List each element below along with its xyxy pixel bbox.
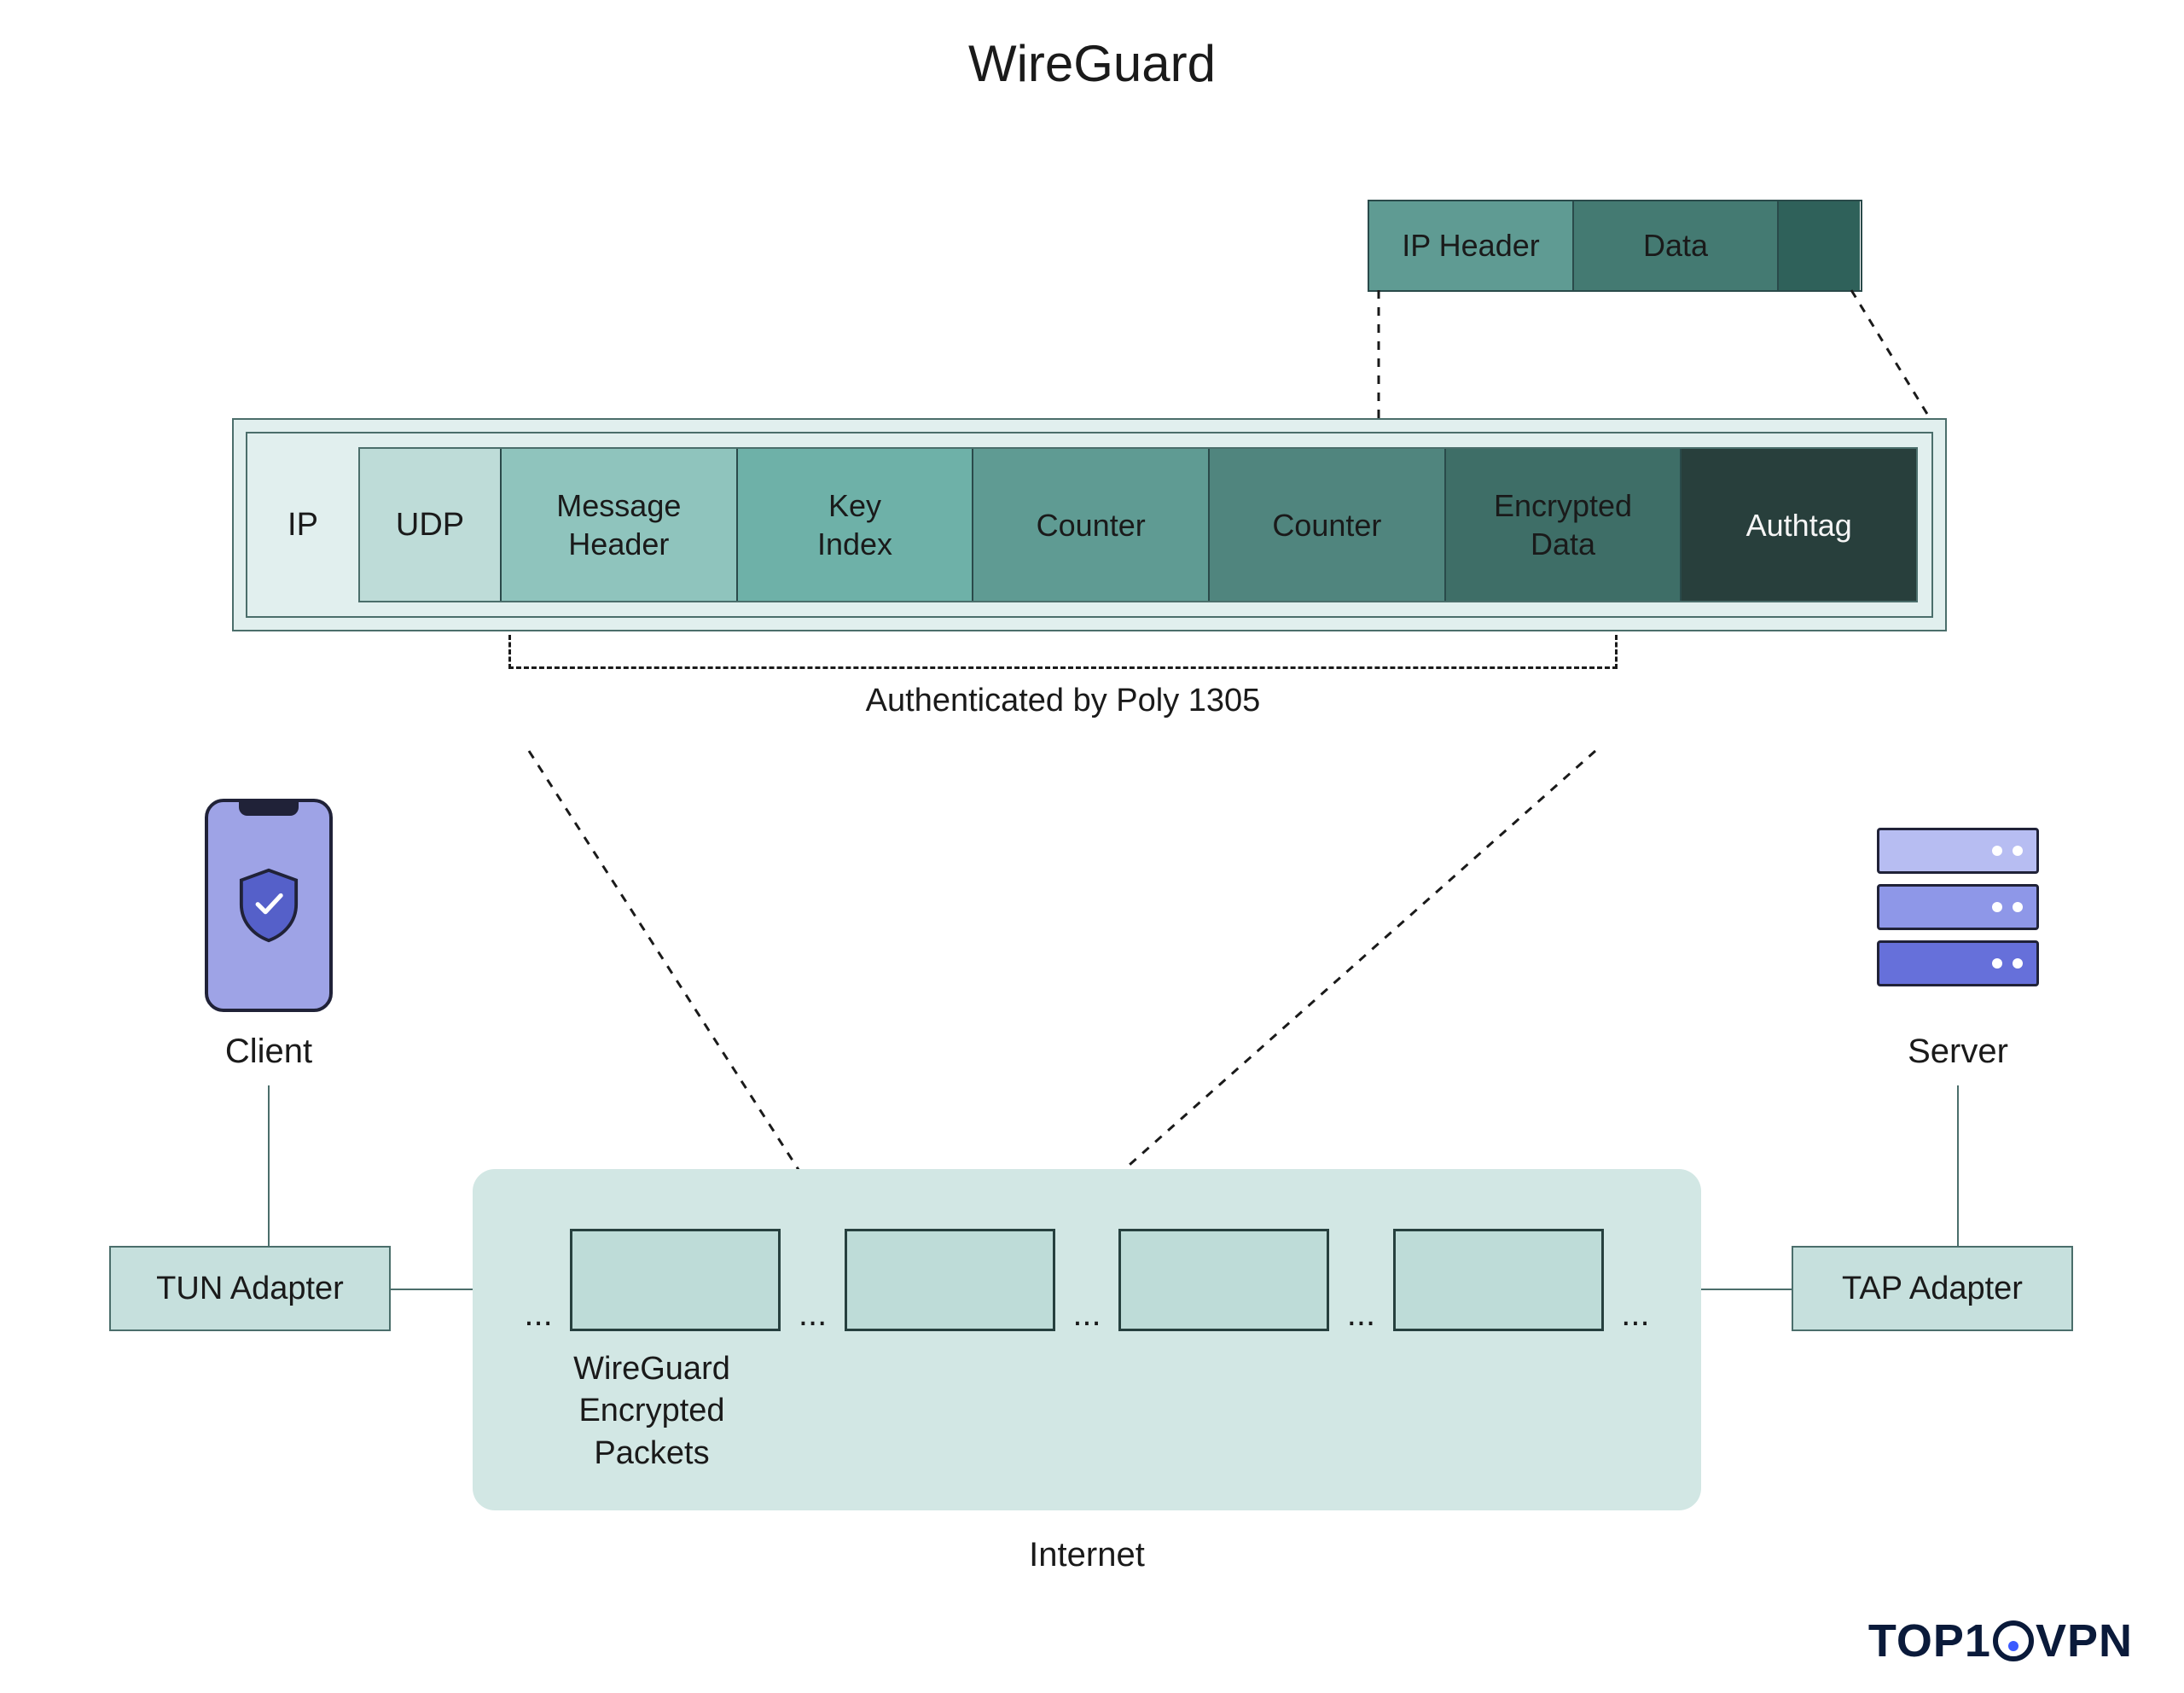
watermark-post: VPN bbox=[2036, 1614, 2133, 1667]
encrypted-packets-row: ............... bbox=[507, 1229, 1667, 1331]
encrypted-packet bbox=[1393, 1229, 1604, 1331]
client-vline bbox=[268, 1085, 270, 1246]
encrypted-packet bbox=[845, 1229, 1055, 1331]
encrypted-packets-caption: WireGuardEncryptedPackets bbox=[541, 1348, 763, 1475]
udp-wrap: UDP MessageHeaderKeyIndexCounterCounterE… bbox=[358, 447, 1918, 602]
ellipsis: ... bbox=[507, 1297, 570, 1331]
phone-notch bbox=[239, 802, 299, 816]
auth-label: Authenticated by Poly 1305 bbox=[508, 683, 1618, 719]
original-packet-cell bbox=[1779, 201, 1860, 290]
server-vline bbox=[1957, 1085, 1959, 1246]
ellipsis: ... bbox=[1055, 1297, 1118, 1331]
client-label: Client bbox=[154, 1033, 384, 1071]
tap-adapter: TAP Adapter bbox=[1792, 1246, 2073, 1331]
packet-fields: MessageHeaderKeyIndexCounterCounterEncry… bbox=[500, 449, 1916, 601]
watermark-o-icon bbox=[1993, 1620, 2034, 1661]
ellipsis: ... bbox=[781, 1297, 844, 1331]
packet-field: Counter bbox=[1208, 449, 1444, 601]
packet-field: MessageHeader bbox=[500, 449, 736, 601]
server-rack bbox=[1877, 828, 2039, 874]
internet-box: ............... WireGuardEncryptedPacket… bbox=[473, 1169, 1701, 1510]
encrypted-packet bbox=[1118, 1229, 1329, 1331]
server-icon bbox=[1877, 828, 2039, 997]
original-packet-cell: IP Header bbox=[1369, 201, 1574, 290]
wire-packet-outer: IP UDP MessageHeaderKeyIndexCounterCount… bbox=[232, 418, 1947, 631]
encrypted-packet bbox=[570, 1229, 781, 1331]
ellipsis: ... bbox=[1329, 1297, 1392, 1331]
diagram-canvas: WireGuard IP HeaderData IP UDP MessageHe… bbox=[0, 0, 2184, 1693]
server-label: Server bbox=[1843, 1033, 2073, 1071]
tun-internet-line bbox=[391, 1289, 473, 1290]
internet-label: Internet bbox=[473, 1536, 1701, 1574]
ip-cell: IP bbox=[247, 433, 358, 616]
server-rack bbox=[1877, 884, 2039, 930]
tap-internet-line bbox=[1701, 1289, 1792, 1290]
packet-field: KeyIndex bbox=[736, 449, 973, 601]
shield-icon bbox=[235, 867, 302, 944]
packet-field: Authtag bbox=[1680, 449, 1916, 601]
server-rack bbox=[1877, 940, 2039, 986]
auth-bracket bbox=[508, 635, 1618, 669]
client-phone-icon bbox=[205, 799, 333, 1012]
packet-field: EncryptedData bbox=[1444, 449, 1681, 601]
diagram-title: WireGuard bbox=[0, 34, 2184, 93]
ellipsis: ... bbox=[1604, 1297, 1667, 1331]
tun-adapter: TUN Adapter bbox=[109, 1246, 391, 1331]
original-packet: IP HeaderData bbox=[1368, 200, 1862, 292]
wire-packet-inner: IP UDP MessageHeaderKeyIndexCounterCount… bbox=[246, 432, 1933, 618]
watermark-logo: TOP1 VPN bbox=[1868, 1614, 2133, 1667]
packet-field: Counter bbox=[972, 449, 1208, 601]
udp-cell: UDP bbox=[360, 449, 500, 601]
original-packet-cell: Data bbox=[1574, 201, 1779, 290]
watermark-pre: TOP1 bbox=[1868, 1614, 1991, 1667]
